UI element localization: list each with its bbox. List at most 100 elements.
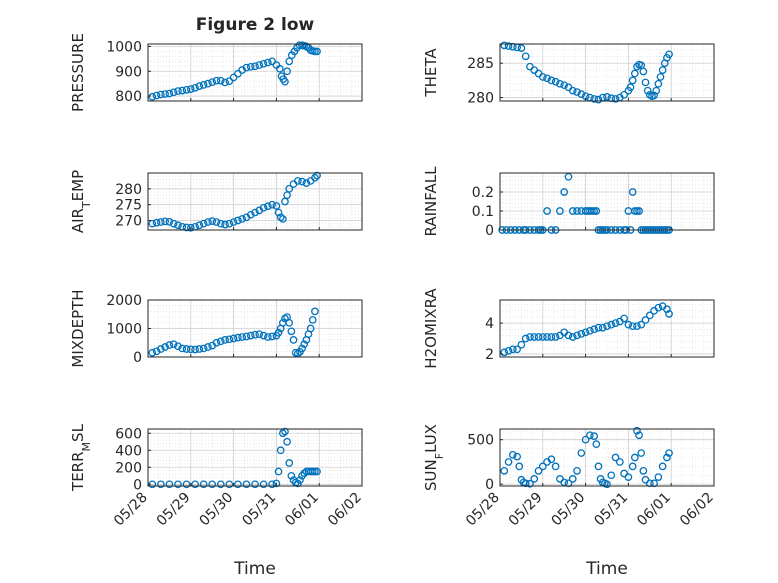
data-point — [652, 86, 661, 95]
axes-box — [499, 299, 715, 358]
data-point — [663, 453, 671, 462]
data-point — [212, 218, 221, 226]
y-tick-label: 280 — [115, 182, 142, 198]
data-point — [560, 81, 569, 90]
y-axis-label-part: LUX — [422, 424, 440, 453]
data-point — [311, 173, 319, 182]
data-point — [152, 91, 161, 100]
data-point — [581, 328, 590, 337]
data-point — [268, 480, 276, 489]
data-point — [654, 473, 663, 481]
y-tick-label: 2000 — [106, 293, 142, 309]
data-point — [274, 467, 283, 476]
data-point — [229, 218, 238, 226]
data-point — [530, 333, 539, 341]
data-point — [564, 479, 573, 488]
y-tick-label: 270 — [115, 214, 142, 230]
data-point — [504, 346, 513, 355]
data-point — [573, 331, 581, 340]
data-point — [547, 455, 556, 464]
data-point — [530, 475, 539, 483]
subplot-rainfall: 0 0.1 0.2 RAINFALL — [422, 166, 715, 239]
axes-box — [147, 428, 363, 487]
data-point — [199, 480, 208, 489]
data-point — [148, 219, 157, 228]
data-point — [259, 59, 268, 68]
y-axis-label: TERRMSL — [69, 423, 93, 492]
axes-box — [499, 172, 715, 231]
data-point — [628, 76, 637, 85]
data-point — [182, 345, 191, 353]
data-point — [263, 202, 272, 211]
data-point — [590, 432, 599, 440]
data-point — [148, 348, 157, 357]
y-tick-label: 0.2 — [472, 185, 494, 201]
data-point — [191, 480, 199, 489]
data-point — [590, 325, 599, 334]
data-point — [298, 177, 306, 186]
data-point — [311, 307, 319, 316]
data-point — [504, 42, 513, 50]
data-point — [156, 90, 165, 99]
y-axis-label-part: RAINFALL — [422, 166, 440, 237]
data-point — [607, 320, 616, 329]
data-point — [272, 479, 281, 488]
y-axis-label-part: THETA — [422, 48, 440, 98]
y-axis-label: H2OMIXRA — [422, 288, 440, 369]
data-point — [204, 79, 212, 88]
data-point — [568, 475, 577, 483]
data-point — [551, 77, 560, 86]
data-point — [276, 446, 285, 455]
data-point — [598, 323, 607, 332]
data-point — [665, 310, 673, 318]
y-axis-label-part: MIXDEPTH — [69, 289, 87, 367]
x-tick-label: 06/01 — [634, 490, 674, 530]
data-point — [287, 471, 296, 480]
data-point — [225, 219, 234, 228]
data-point — [174, 221, 182, 230]
data-point — [594, 323, 603, 332]
x-tick-label: 05/28 — [463, 490, 503, 530]
data-point — [568, 86, 577, 95]
axes-box — [147, 43, 363, 102]
data-point — [186, 223, 195, 232]
data-point — [500, 467, 509, 475]
data-point — [521, 334, 530, 343]
data-point — [611, 95, 620, 103]
data-point — [635, 431, 643, 440]
y-axis-label-subscript: M — [80, 442, 93, 452]
axes-box — [499, 43, 715, 102]
data-point — [665, 50, 673, 59]
data-point — [251, 330, 259, 339]
x-axis-label: Time — [233, 559, 276, 579]
y-tick-label: 285 — [467, 56, 494, 72]
data-point — [630, 453, 639, 462]
data-point — [204, 343, 212, 351]
data-point — [182, 480, 191, 489]
data-point — [225, 480, 234, 489]
data-point — [156, 218, 165, 226]
y-tick-label: 900 — [115, 64, 142, 80]
data-point — [208, 217, 217, 225]
data-point — [313, 47, 321, 56]
x-axis-label: Time — [585, 559, 628, 579]
data-point — [275, 64, 284, 73]
data-point — [508, 450, 517, 459]
data-point — [212, 76, 221, 85]
data-point — [152, 218, 161, 227]
x-tick-label: 05/30 — [197, 490, 237, 530]
data-point — [645, 311, 654, 320]
data-point — [276, 213, 285, 222]
data-point — [547, 76, 556, 85]
data-point — [242, 332, 251, 341]
data-point — [281, 427, 289, 436]
data-point — [229, 334, 238, 343]
y-axis-label: PRESSURE — [69, 33, 87, 112]
axes-box — [147, 172, 363, 231]
data-point — [568, 333, 577, 341]
data-point — [165, 341, 174, 349]
data-point — [513, 345, 521, 354]
data-point — [169, 340, 178, 349]
subplot-mixdepth: 0 1000 2000 MIXDEPTH — [69, 289, 363, 368]
data-point — [620, 90, 628, 99]
